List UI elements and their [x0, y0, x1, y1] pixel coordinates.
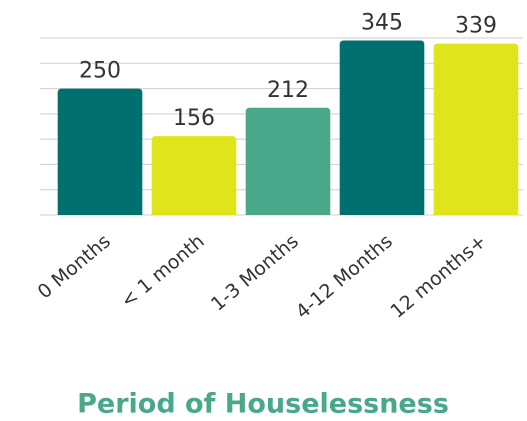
data-label: 212 — [267, 78, 309, 103]
x-tick-label: 1-3 Months — [207, 230, 303, 315]
bar — [433, 43, 519, 215]
bar — [57, 88, 143, 215]
data-label: 345 — [361, 11, 403, 36]
data-label: 250 — [79, 59, 121, 84]
bar — [339, 40, 425, 216]
x-tick-label: 0 Months — [34, 230, 115, 303]
bar — [245, 107, 331, 215]
data-label: 156 — [173, 106, 215, 131]
x-tick-label: < 1 month — [117, 230, 209, 312]
chart-title: Period of Houselessness — [77, 389, 449, 420]
x-tick-label: 12 months+ — [386, 230, 490, 323]
data-label: 339 — [455, 14, 497, 39]
x-tick-label: 4-12 Months — [292, 230, 397, 323]
bar — [151, 136, 237, 215]
